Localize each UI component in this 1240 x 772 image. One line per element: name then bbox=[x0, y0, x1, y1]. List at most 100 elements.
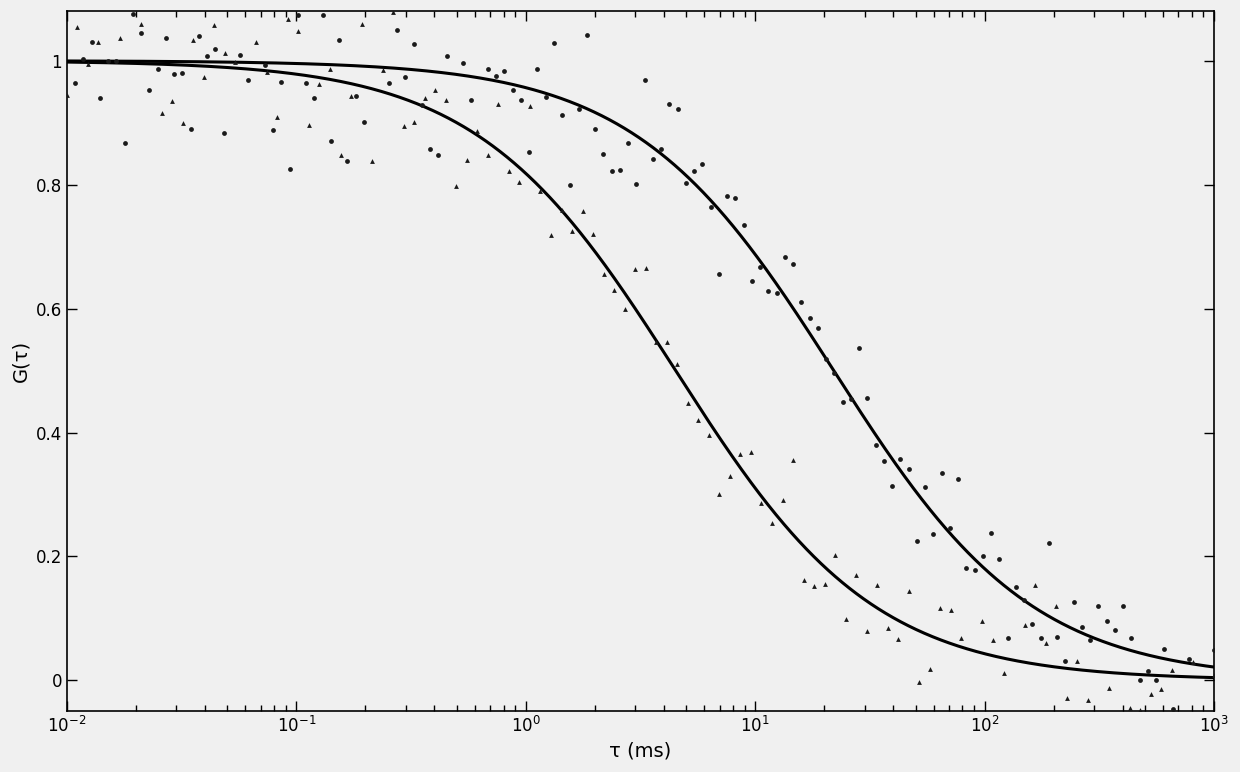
Point bbox=[866, 438, 885, 451]
Point bbox=[495, 65, 515, 77]
Point bbox=[238, 74, 258, 86]
Point bbox=[1110, 709, 1130, 721]
Point bbox=[825, 549, 844, 561]
Point bbox=[763, 516, 782, 529]
Point bbox=[231, 49, 250, 61]
Point bbox=[257, 66, 277, 78]
Point bbox=[709, 267, 729, 279]
Point bbox=[800, 312, 820, 324]
Point bbox=[341, 90, 361, 103]
Point bbox=[667, 103, 687, 115]
Point bbox=[510, 176, 529, 188]
Point bbox=[502, 84, 522, 96]
Point bbox=[1179, 653, 1199, 665]
Point bbox=[1154, 643, 1174, 655]
Point bbox=[1056, 692, 1076, 705]
Point bbox=[940, 521, 960, 533]
Point bbox=[352, 18, 372, 30]
Point bbox=[477, 63, 497, 75]
Point bbox=[808, 322, 828, 334]
Point bbox=[619, 137, 639, 149]
Point bbox=[520, 100, 539, 113]
Point bbox=[1141, 688, 1161, 700]
Point bbox=[701, 201, 720, 214]
Point bbox=[734, 219, 754, 232]
Point bbox=[601, 165, 621, 178]
Point bbox=[197, 50, 217, 63]
Point bbox=[794, 574, 813, 587]
Point bbox=[815, 577, 835, 590]
Point bbox=[446, 180, 466, 192]
Point bbox=[415, 91, 435, 103]
Point bbox=[833, 395, 853, 408]
Point bbox=[676, 178, 696, 190]
Point bbox=[1048, 631, 1068, 644]
Point bbox=[1194, 755, 1214, 767]
Point bbox=[688, 414, 708, 426]
Point bbox=[362, 154, 382, 167]
Point bbox=[1121, 632, 1141, 645]
Point bbox=[337, 154, 357, 167]
Point bbox=[151, 107, 171, 119]
Point bbox=[1120, 702, 1140, 714]
Point bbox=[1039, 537, 1059, 549]
Point bbox=[1105, 624, 1125, 636]
Point bbox=[321, 135, 341, 147]
Point bbox=[331, 149, 351, 161]
Point bbox=[1173, 728, 1193, 740]
Point bbox=[742, 275, 761, 287]
Point bbox=[82, 36, 102, 49]
Point bbox=[162, 95, 182, 107]
Point bbox=[362, 0, 382, 5]
Point bbox=[1195, 749, 1215, 761]
Point bbox=[717, 190, 737, 202]
Point bbox=[750, 261, 770, 273]
Point bbox=[461, 94, 481, 107]
Point bbox=[57, 89, 77, 101]
Point bbox=[310, 78, 330, 90]
Point bbox=[131, 27, 151, 39]
Point bbox=[435, 93, 455, 106]
Point bbox=[867, 578, 887, 591]
Point bbox=[1130, 674, 1149, 686]
Point bbox=[387, 23, 407, 36]
Point bbox=[1025, 578, 1045, 591]
Point bbox=[1030, 632, 1050, 645]
Point bbox=[1014, 618, 1034, 631]
Point bbox=[1073, 621, 1092, 634]
Point bbox=[965, 564, 985, 577]
Point bbox=[951, 631, 971, 644]
Point bbox=[527, 63, 547, 75]
Point bbox=[751, 497, 771, 510]
Point bbox=[759, 285, 779, 297]
Point bbox=[583, 228, 603, 240]
Point bbox=[857, 625, 877, 637]
Point bbox=[909, 676, 929, 688]
Point bbox=[140, 84, 160, 96]
Point bbox=[312, 8, 332, 21]
Point bbox=[594, 148, 614, 161]
Point bbox=[109, 32, 129, 45]
Point bbox=[305, 92, 325, 104]
Point bbox=[1006, 581, 1025, 594]
Point bbox=[983, 634, 1003, 646]
Point bbox=[836, 613, 856, 625]
Point bbox=[355, 116, 374, 128]
Point bbox=[130, 18, 150, 30]
Point bbox=[73, 53, 93, 66]
Point bbox=[1114, 599, 1133, 611]
Point bbox=[791, 296, 811, 308]
Point bbox=[520, 146, 539, 158]
Point bbox=[930, 602, 950, 615]
Point bbox=[594, 268, 614, 280]
Point bbox=[91, 92, 110, 104]
Point bbox=[888, 632, 908, 645]
Point bbox=[320, 63, 340, 75]
Point bbox=[998, 631, 1018, 644]
Point bbox=[428, 148, 448, 161]
Point bbox=[972, 615, 992, 627]
Point bbox=[1080, 634, 1100, 646]
Point bbox=[394, 120, 414, 132]
Point bbox=[1023, 618, 1043, 630]
Point bbox=[486, 70, 506, 83]
